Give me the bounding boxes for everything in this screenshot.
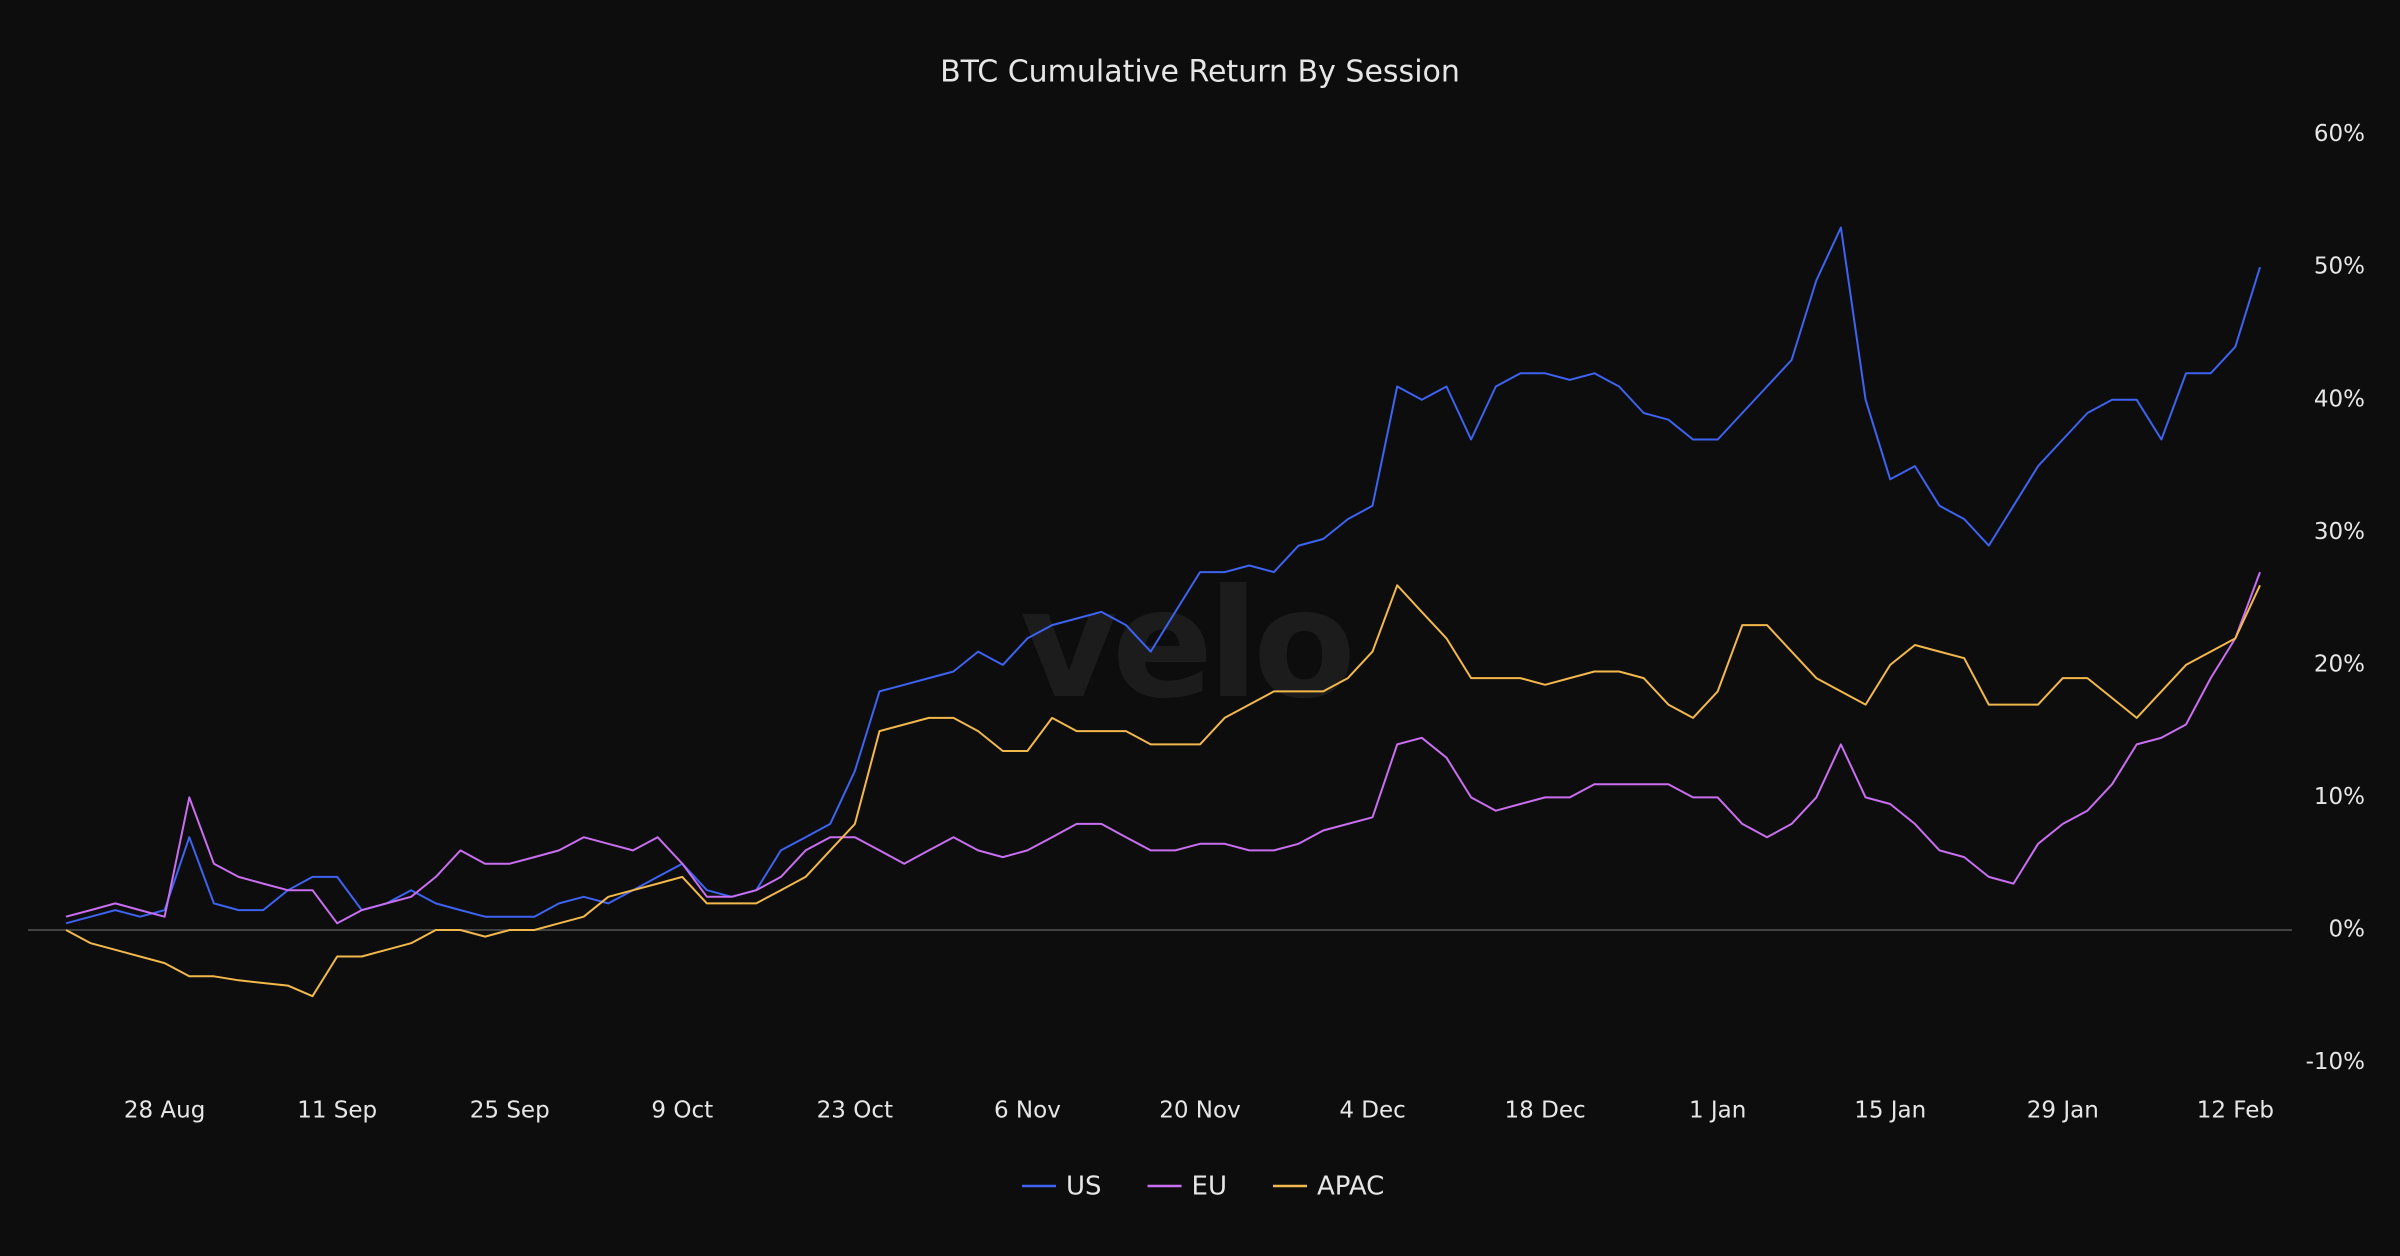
- watermark: velo: [1020, 558, 1350, 732]
- x-tick-label: 29 Jan: [2027, 1098, 2099, 1124]
- x-tick-label: 20 Nov: [1159, 1098, 1240, 1124]
- series-line: [65, 584, 2261, 998]
- legend-label: US: [1066, 1172, 1102, 1202]
- series-line: [65, 226, 2261, 925]
- y-tick-label: 60%: [2314, 121, 2365, 147]
- x-tick-label: 9 Oct: [651, 1098, 713, 1124]
- y-tick-label: 40%: [2314, 386, 2365, 412]
- x-tick-label: 15 Jan: [1854, 1098, 1926, 1124]
- x-tick-label: 12 Feb: [2197, 1098, 2274, 1124]
- y-tick-label: -10%: [2306, 1049, 2365, 1075]
- y-tick-label: 10%: [2314, 784, 2365, 810]
- x-tick-label: 25 Sep: [470, 1098, 550, 1124]
- chart-title: BTC Cumulative Return By Session: [940, 55, 1460, 90]
- x-tick-label: 11 Sep: [297, 1098, 377, 1124]
- y-tick-label: 30%: [2314, 519, 2365, 545]
- y-tick-label: 0%: [2329, 916, 2366, 942]
- x-tick-label: 6 Nov: [994, 1098, 1061, 1124]
- legend-label: EU: [1192, 1172, 1227, 1202]
- x-tick-label: 1 Jan: [1689, 1098, 1746, 1124]
- y-tick-label: 20%: [2314, 651, 2365, 677]
- legend-label: APAC: [1317, 1172, 1384, 1202]
- x-tick-label: 23 Oct: [817, 1098, 893, 1124]
- x-tick-label: 4 Dec: [1339, 1098, 1405, 1124]
- x-tick-label: 18 Dec: [1505, 1098, 1586, 1124]
- x-tick-label: 28 Aug: [124, 1098, 206, 1124]
- y-tick-label: 50%: [2314, 254, 2365, 280]
- series-line: [65, 571, 2261, 925]
